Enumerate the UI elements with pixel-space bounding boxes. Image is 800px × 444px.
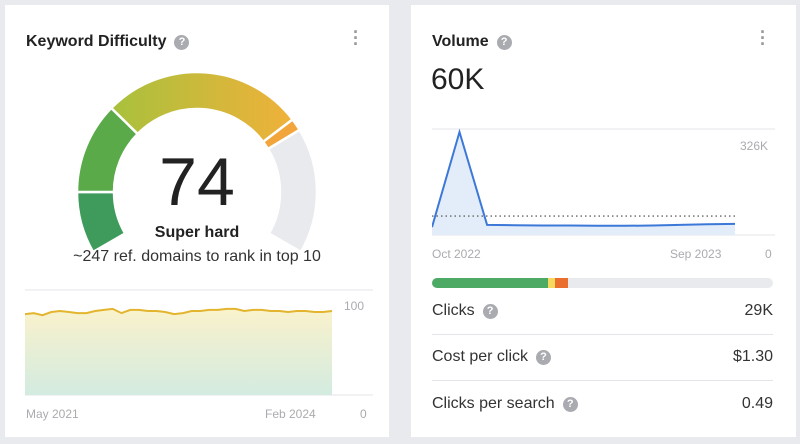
volume-line <box>432 128 736 228</box>
more-vertical-icon[interactable]: · · · <box>760 22 766 54</box>
more-vertical-icon[interactable]: · · · <box>353 22 359 54</box>
question-circle-icon[interactable]: ? <box>562 396 578 412</box>
vol-y-min: 0 <box>765 247 772 261</box>
difficulty-gauge <box>75 70 319 254</box>
breakdown-segment-0 <box>432 278 548 288</box>
metric-value: $1.30 <box>732 348 773 365</box>
vol-x-start: Oct 2022 <box>432 247 481 261</box>
volume-title: Volume ? <box>432 33 512 51</box>
question-circle-icon[interactable]: ? <box>496 34 512 50</box>
kd-label: Super hard <box>154 224 240 241</box>
kd-history-chart <box>25 289 373 396</box>
breakdown-segment-1 <box>547 278 555 288</box>
clicks-breakdown-bar <box>432 278 773 288</box>
kd-x-end: Feb 2024 <box>265 407 316 421</box>
kd-title-text: Keyword Difficulty <box>26 33 167 50</box>
question-circle-icon[interactable]: ? <box>482 303 498 319</box>
metric-cost-per-click: Cost per click? $1.30 <box>432 334 773 380</box>
volume-chart <box>432 128 775 236</box>
kd-y-min: 0 <box>360 407 367 421</box>
vol-y-max: 326K <box>740 139 769 153</box>
metric-value: 0.49 <box>741 395 773 412</box>
volume-title-text: Volume <box>432 33 489 50</box>
gauge-segment-hard <box>109 70 295 144</box>
volume-area <box>432 132 735 235</box>
kd-area <box>25 308 332 395</box>
kd-score: 74 <box>159 144 235 220</box>
volume-value: 60K <box>431 63 485 96</box>
kd-title: Keyword Difficulty ? <box>26 33 190 51</box>
kd-x-start: May 2021 <box>26 407 79 421</box>
vol-x-end: Sep 2023 <box>670 247 722 261</box>
kd-y-max: 100 <box>344 299 365 313</box>
metric-label: Cost per click <box>432 348 529 365</box>
metric-clicks: Clicks? 29K <box>432 288 773 334</box>
divider <box>432 334 773 335</box>
gauge-segment-remaining <box>266 128 319 254</box>
question-circle-icon[interactable]: ? <box>536 349 552 365</box>
breakdown-segment-2 <box>554 278 569 288</box>
metric-label: Clicks <box>432 302 475 319</box>
metric-value: 29K <box>744 302 773 319</box>
keyword-difficulty-card: Keyword Difficulty ? · · · 74 Super hard ~… <box>5 5 389 437</box>
breakdown-segment-3 <box>568 278 773 288</box>
metric-clicks-per-search: Clicks per search? 0.49 <box>432 381 773 427</box>
metric-label: Clicks per search <box>432 395 555 412</box>
question-circle-icon[interactable]: ? <box>174 34 190 50</box>
divider <box>432 380 773 381</box>
volume-card: Volume ? · · · 60K 326K 0 Oct 2022 Sep 202… <box>411 5 796 437</box>
kd-line <box>25 307 333 317</box>
kd-subtext: ~247 ref. domains to rank in top 10 <box>73 248 321 265</box>
